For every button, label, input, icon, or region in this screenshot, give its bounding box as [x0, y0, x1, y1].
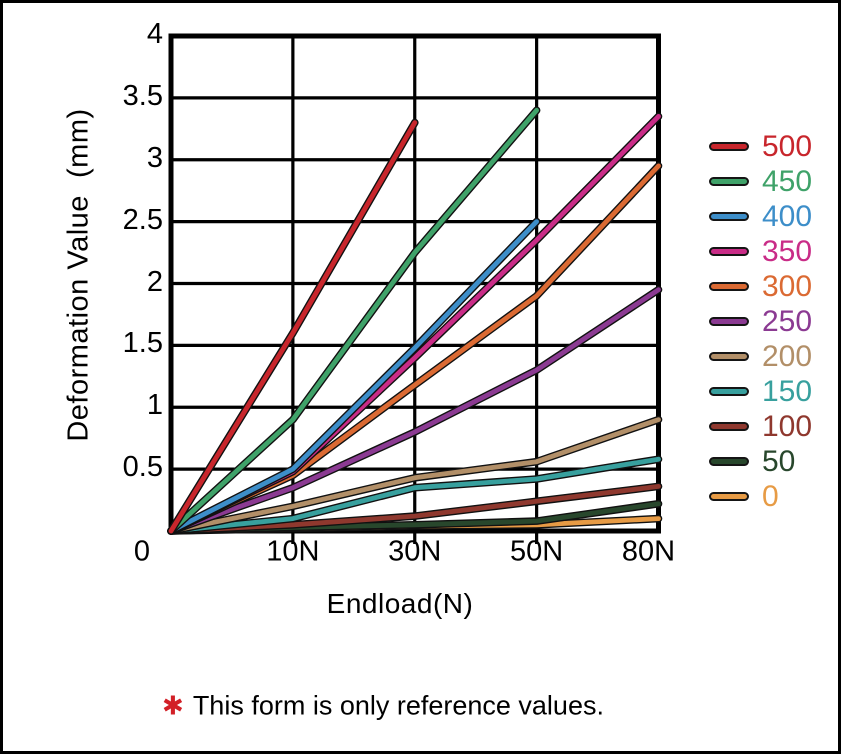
note-text: This form is only reference values. — [192, 690, 604, 721]
x-tick-label: 50N — [510, 535, 564, 568]
legend-label: 350 — [762, 235, 813, 268]
plot-border — [168, 33, 661, 534]
legend-swatch-icon — [709, 387, 749, 396]
series-line-250 — [168, 287, 661, 534]
legend-label: 450 — [762, 165, 813, 198]
legend-label: 0 — [762, 480, 779, 513]
legend-swatch-icon — [709, 247, 749, 256]
legend-swatch-icon — [709, 212, 749, 221]
legend-item-0: 0 — [709, 479, 812, 514]
legend-item-400: 400 — [709, 199, 812, 234]
x-tick-label: 30N — [388, 535, 442, 568]
legend-label: 500 — [762, 130, 813, 163]
asterisk-icon: ✱ — [162, 690, 184, 721]
legend-label: 300 — [762, 270, 813, 303]
legend-item-200: 200 — [709, 339, 812, 374]
legend-item-50: 50 — [709, 444, 812, 479]
legend-item-450: 450 — [709, 164, 812, 199]
legend-swatch-icon — [709, 177, 749, 186]
legend-swatch-icon — [709, 352, 749, 361]
chart-canvas — [167, 33, 663, 544]
series-line-400 — [168, 219, 539, 534]
legend-swatch-icon — [709, 282, 749, 291]
y-tick-label: 1.5 — [122, 327, 163, 360]
y-tick-label: 3 — [146, 141, 163, 174]
y-tick-label: 2.5 — [122, 203, 163, 236]
series-line-100 — [168, 484, 661, 534]
y-tick-label: 1 — [146, 389, 163, 422]
legend-swatch-icon — [709, 457, 749, 466]
legend-item-250: 250 — [709, 304, 812, 339]
legend-item-150: 150 — [709, 374, 812, 409]
legend-swatch-icon — [709, 422, 749, 431]
series-line-200 — [168, 417, 661, 534]
legend-swatch-icon — [709, 317, 749, 326]
legend-item-100: 100 — [709, 409, 812, 444]
y-tick-label: 0.5 — [122, 451, 163, 484]
legend-label: 400 — [762, 200, 813, 233]
x-axis-title: Endload(N) — [326, 588, 474, 619]
legend-swatch-icon — [709, 492, 749, 501]
x-tick-label: 10N — [266, 535, 320, 568]
reference-note: ✱ This form is only reference values. — [162, 691, 604, 722]
legend-swatch-icon — [709, 142, 749, 151]
x-tick-label: 0 — [133, 535, 151, 568]
x-tick-label: 80N — [621, 535, 676, 568]
series-line-500 — [168, 120, 418, 534]
legend-item-350: 350 — [709, 234, 812, 269]
legend-item-300: 300 — [709, 269, 812, 304]
legend-item-500: 500 — [709, 129, 812, 164]
legend-label: 200 — [762, 340, 813, 373]
y-tick-label: 2 — [146, 265, 163, 298]
y-tick-label: 4 — [146, 18, 163, 51]
legend-label: 150 — [762, 375, 813, 408]
y-tick-label: 3.5 — [122, 80, 163, 113]
legend-label: 250 — [762, 305, 813, 338]
legend: 500 450 400 350 300 250 200 150 100 50 0 — [709, 129, 812, 514]
series-line-450 — [168, 107, 539, 534]
series-line-150 — [168, 456, 661, 534]
legend-label: 50 — [762, 445, 796, 478]
legend-label: 100 — [762, 410, 813, 443]
